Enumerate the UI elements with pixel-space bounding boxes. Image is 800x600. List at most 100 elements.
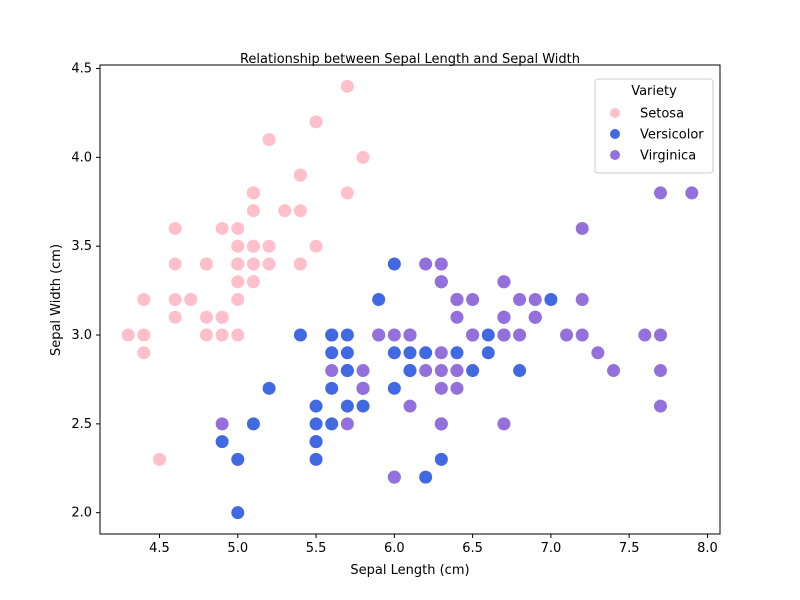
point-setosa-45 — [199, 328, 213, 342]
point-versicolor-38 — [325, 328, 339, 342]
y-tick-label: 2.0 — [71, 506, 92, 521]
point-virginica-36 — [434, 257, 448, 271]
x-tick-label: 6.0 — [384, 541, 405, 556]
y-axis: 2.0 2.5 3.0 3.5 4.0 4.5 — [71, 62, 100, 521]
point-virginica-48 — [419, 257, 433, 271]
point-setosa-32 — [262, 133, 276, 147]
point-versicolor-10 — [231, 506, 245, 520]
point-virginica-29 — [575, 328, 589, 342]
point-setosa-1 — [215, 328, 229, 342]
point-versicolor-49 — [340, 364, 354, 378]
legend-box — [594, 78, 714, 174]
point-setosa-28 — [262, 257, 276, 271]
point-virginica-20 — [528, 293, 542, 306]
chart-title: Relationship between Sepal Length and Se… — [240, 52, 580, 67]
point-virginica-42 — [356, 381, 370, 395]
point-setosa-47 — [168, 293, 182, 306]
point-virginica-44 — [497, 275, 511, 289]
y-tick-label: 4.5 — [71, 62, 92, 77]
x-tick-label: 6.5 — [462, 541, 483, 556]
point-setosa-35 — [231, 293, 245, 306]
point-setosa-34 — [215, 310, 229, 324]
point-virginica-43 — [513, 293, 527, 306]
point-virginica-12 — [513, 328, 527, 342]
point-virginica-18 — [654, 399, 668, 413]
legend-label-versicolor: Versicolor — [640, 128, 704, 143]
point-versicolor-7 — [215, 435, 229, 449]
point-versicolor-37 — [434, 452, 448, 466]
point-setosa-43 — [231, 239, 245, 253]
point-virginica-2 — [560, 328, 574, 342]
point-virginica-35 — [654, 328, 668, 342]
point-virginica-19 — [387, 470, 401, 484]
point-versicolor-45 — [340, 328, 354, 342]
point-virginica-34 — [403, 399, 417, 413]
point-setosa-39 — [246, 257, 260, 271]
point-setosa-42 — [137, 293, 151, 306]
legend-marker-virginica — [610, 150, 620, 160]
point-versicolor-29 — [340, 399, 354, 413]
x-tick-label: 7.5 — [619, 541, 640, 556]
point-setosa-33 — [309, 115, 323, 129]
point-setosa-15 — [340, 79, 354, 93]
point-versicolor-4 — [466, 364, 480, 378]
point-versicolor-33 — [387, 381, 401, 395]
point-virginica-22 — [654, 364, 668, 378]
x-tick-label: 5.0 — [227, 541, 248, 556]
point-virginica-41 — [528, 310, 542, 324]
point-virginica-23 — [434, 381, 448, 395]
x-tick-label: 7.0 — [541, 541, 562, 556]
point-virginica-49 — [372, 328, 386, 342]
point-virginica-17 — [654, 186, 668, 200]
point-setosa-46 — [246, 186, 260, 200]
point-setosa-4 — [231, 221, 245, 235]
legend-title: Variety — [631, 84, 677, 99]
y-tick-label: 4.0 — [71, 150, 92, 165]
point-virginica-13 — [340, 417, 354, 431]
point-virginica-31 — [685, 186, 699, 200]
point-virginica-27 — [403, 328, 417, 342]
points-layer — [121, 79, 699, 520]
point-versicolor-23 — [403, 364, 417, 378]
point-setosa-36 — [309, 239, 323, 253]
point-versicolor-46 — [340, 346, 354, 360]
point-versicolor-35 — [387, 257, 401, 271]
point-virginica-3 — [434, 346, 448, 360]
point-versicolor-14 — [325, 346, 339, 360]
point-versicolor-43 — [231, 452, 245, 466]
point-setosa-10 — [293, 204, 307, 218]
point-virginica-26 — [419, 364, 433, 378]
point-versicolor-48 — [246, 417, 260, 431]
point-setosa-30 — [199, 310, 213, 324]
point-versicolor-39 — [309, 417, 323, 431]
x-tick-label: 8.0 — [697, 541, 718, 556]
point-virginica-30 — [607, 364, 621, 378]
point-setosa-48 — [278, 204, 292, 218]
point-virginica-40 — [497, 310, 511, 324]
point-versicolor-19 — [325, 417, 339, 431]
point-setosa-25 — [231, 328, 245, 342]
point-versicolor-8 — [481, 346, 495, 360]
legend-label-setosa: Setosa — [640, 107, 684, 122]
point-virginica-10 — [466, 293, 480, 306]
point-virginica-47 — [466, 328, 480, 342]
point-versicolor-13 — [403, 346, 417, 360]
point-virginica-46 — [434, 417, 448, 431]
legend-label-virginica: Virginica — [640, 149, 696, 164]
point-setosa-49 — [231, 275, 245, 289]
legend: Variety Setosa Versicolor Virginica — [594, 78, 714, 174]
point-setosa-16 — [293, 168, 307, 182]
legend-marker-setosa — [610, 108, 620, 118]
point-virginica-7 — [591, 346, 605, 360]
point-virginica-8 — [497, 417, 511, 431]
point-setosa-38 — [137, 328, 151, 342]
point-versicolor-31 — [309, 435, 323, 449]
point-virginica-5 — [638, 328, 652, 342]
point-setosa-18 — [340, 186, 354, 200]
y-tick-label: 2.5 — [71, 417, 92, 432]
x-tick-label: 4.5 — [149, 541, 170, 556]
point-versicolor-34 — [293, 328, 307, 342]
y-tick-label: 3.5 — [71, 239, 92, 254]
point-setosa-27 — [262, 239, 276, 253]
